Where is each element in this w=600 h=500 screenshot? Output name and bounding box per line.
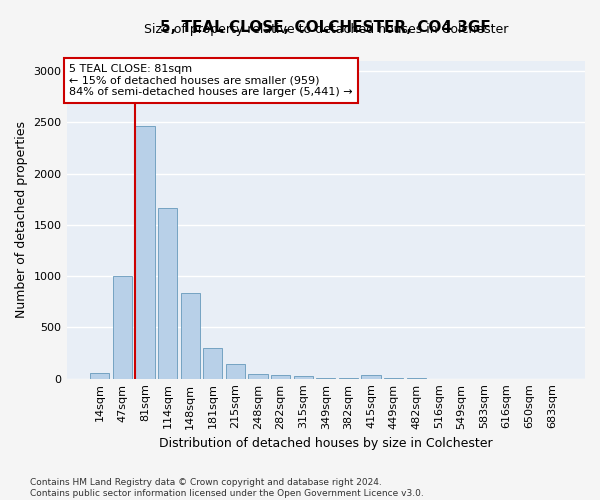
Title: Size of property relative to detached houses in Colchester: Size of property relative to detached ho… [143, 23, 508, 36]
Bar [226, 364, 245, 378]
Bar [248, 374, 268, 378]
Bar [203, 348, 223, 378]
Bar [113, 276, 132, 378]
Text: 5 TEAL CLOSE: 81sqm
← 15% of detached houses are smaller (959)
84% of semi-detac: 5 TEAL CLOSE: 81sqm ← 15% of detached ho… [69, 64, 353, 97]
Text: Contains HM Land Registry data © Crown copyright and database right 2024.
Contai: Contains HM Land Registry data © Crown c… [30, 478, 424, 498]
Y-axis label: Number of detached properties: Number of detached properties [15, 121, 28, 318]
Bar [293, 376, 313, 378]
Bar [361, 375, 380, 378]
Bar [158, 208, 177, 378]
Bar [90, 373, 109, 378]
Bar [181, 292, 200, 378]
Text: 5, TEAL CLOSE, COLCHESTER, CO4 3GF: 5, TEAL CLOSE, COLCHESTER, CO4 3GF [160, 20, 491, 36]
Bar [136, 126, 155, 378]
Bar [271, 374, 290, 378]
X-axis label: Distribution of detached houses by size in Colchester: Distribution of detached houses by size … [159, 437, 493, 450]
